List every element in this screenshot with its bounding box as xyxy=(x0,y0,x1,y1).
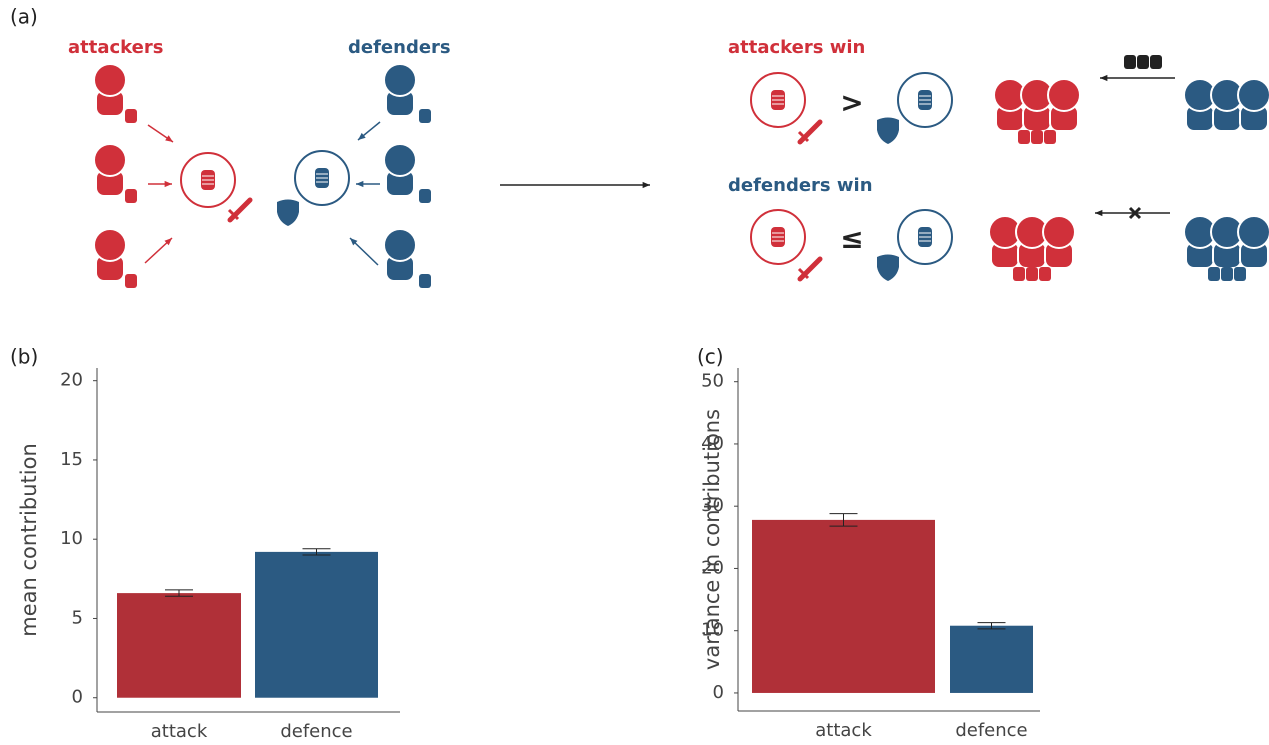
arrow-head xyxy=(1095,210,1102,216)
y-axis-label: mean contribution xyxy=(17,443,41,637)
panel-label: (b) xyxy=(10,345,38,369)
shield xyxy=(877,118,899,145)
coin xyxy=(1234,267,1246,281)
y-tick-label: 30 xyxy=(701,495,724,516)
comparison: ≤ xyxy=(840,222,863,255)
sword xyxy=(800,122,820,142)
y-tick-label: 5 xyxy=(72,607,83,628)
coin xyxy=(419,189,431,203)
coin xyxy=(1044,130,1056,144)
coin xyxy=(1013,267,1025,281)
coin xyxy=(1124,55,1136,69)
bar xyxy=(117,593,241,698)
person-head xyxy=(1048,79,1080,111)
y-tick-label: 40 xyxy=(701,433,724,454)
y-tick-label: 10 xyxy=(701,620,724,641)
sword xyxy=(800,259,820,279)
attackers-win-label: attackers win xyxy=(728,37,865,58)
coin xyxy=(1150,55,1162,69)
y-tick-label: 0 xyxy=(713,682,724,703)
y-tick-label: 0 xyxy=(72,687,83,708)
attackers-label: attackers xyxy=(68,37,163,58)
arrow-head xyxy=(165,181,172,187)
comparison: > xyxy=(840,86,863,119)
coin xyxy=(1208,267,1220,281)
arrow-head xyxy=(643,182,650,188)
person-head xyxy=(1238,79,1269,111)
coin xyxy=(125,274,137,288)
bar xyxy=(255,552,378,698)
arrow-head xyxy=(356,181,363,187)
coin xyxy=(125,189,137,203)
defenders-win-label: defenders win xyxy=(728,175,873,196)
person-head xyxy=(1043,216,1075,248)
coin xyxy=(1031,130,1043,144)
y-tick-label: 15 xyxy=(60,449,83,470)
coin xyxy=(1026,267,1038,281)
arrow-head xyxy=(1100,75,1107,81)
x-tick-label: defence xyxy=(280,721,352,742)
sword xyxy=(230,200,250,220)
coin xyxy=(1137,55,1149,69)
panel-label: (a) xyxy=(10,5,38,29)
coin xyxy=(1039,267,1051,281)
x-tick-label: defence xyxy=(955,720,1027,741)
x-tick-label: attack xyxy=(151,721,208,742)
coin xyxy=(125,109,137,123)
person-head xyxy=(384,64,416,96)
figure: (a) attackers defenders attackers win de… xyxy=(0,0,1269,745)
shield xyxy=(877,255,899,282)
coin xyxy=(1221,267,1233,281)
bar xyxy=(950,626,1033,693)
y-tick-label: 20 xyxy=(60,370,83,391)
coin xyxy=(419,109,431,123)
person-head xyxy=(94,144,126,176)
coin xyxy=(1018,130,1030,144)
defenders-label: defenders xyxy=(348,37,451,58)
x-tick-label: attack xyxy=(815,720,872,741)
panel-label: (c) xyxy=(697,345,724,369)
y-tick-label: 50 xyxy=(701,371,724,392)
person-head xyxy=(384,144,416,176)
person-head xyxy=(384,229,416,261)
y-tick-label: 10 xyxy=(60,528,83,549)
arrow-head xyxy=(165,135,173,142)
person-head xyxy=(94,64,126,96)
y-tick-label: 20 xyxy=(701,557,724,578)
bar xyxy=(752,520,935,693)
person-head xyxy=(1238,216,1269,248)
person-head xyxy=(94,229,126,261)
shield xyxy=(277,200,299,227)
coin xyxy=(419,274,431,288)
